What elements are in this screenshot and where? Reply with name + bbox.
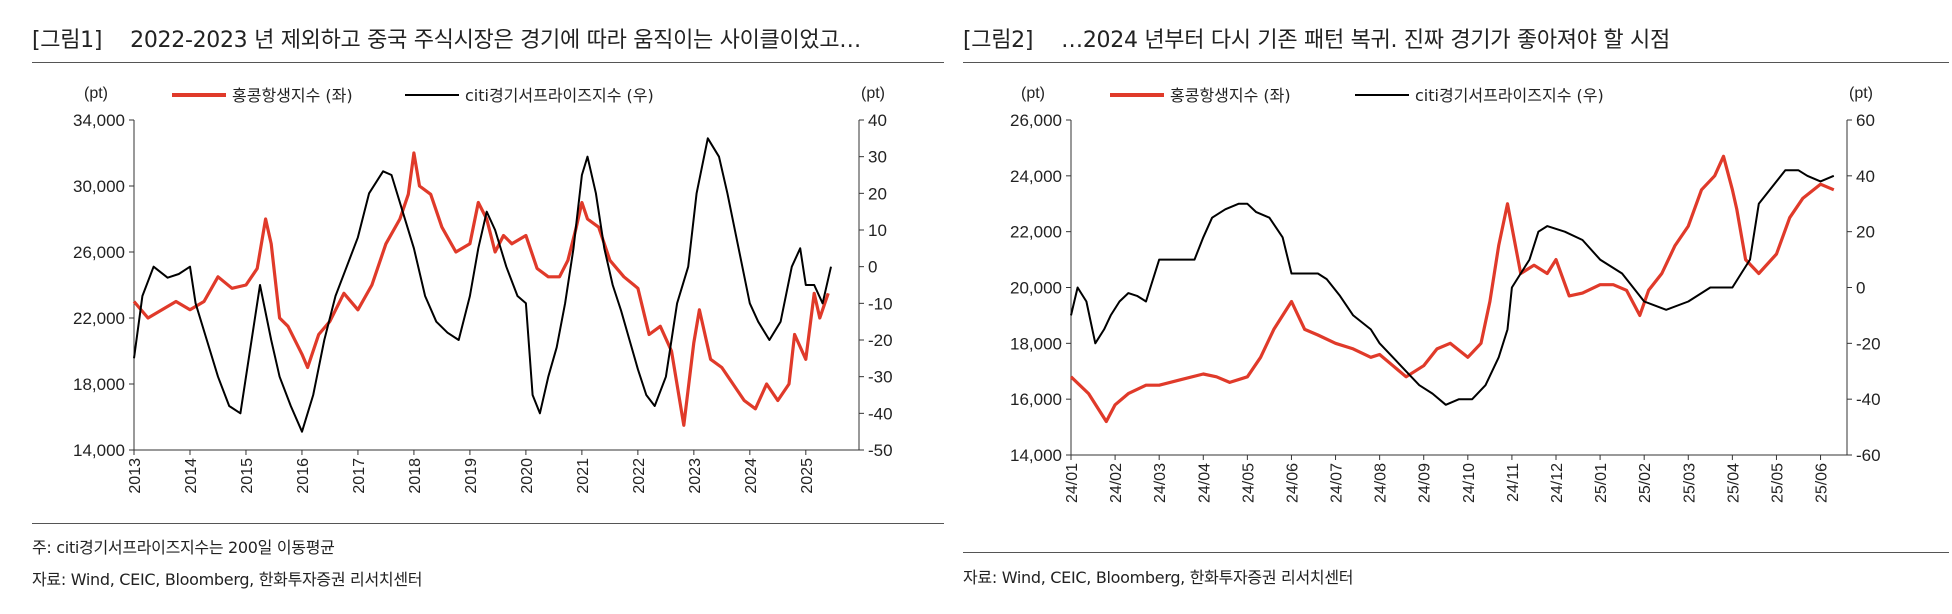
figure-1-bottom-rule [32, 523, 944, 524]
right-axis-unit: (pt) [1849, 85, 1873, 102]
citi-surprise-series-line [133, 137, 832, 433]
left-tick-label: 18,000 [1010, 334, 1062, 353]
x-tick-label: 24/06 [1284, 463, 1301, 503]
right-tick-label: -30 [868, 368, 893, 387]
x-tick-label: 25/02 [1637, 463, 1654, 503]
x-tick-label: 2021 [575, 458, 592, 494]
x-tick-label: 2015 [239, 458, 256, 494]
x-tick-label: 25/06 [1814, 463, 1831, 503]
figure-1-title: [그림1] 2022-2023 년 제외하고 중국 주식시장은 경기에 따라 움직… [32, 22, 861, 54]
x-tick-label: 24/09 [1417, 463, 1434, 503]
x-tick-label: 24/04 [1196, 463, 1213, 503]
right-tick-label: -50 [868, 441, 893, 460]
x-tick-label: 2020 [519, 458, 536, 494]
figure-2-chart: 14,000 16,000 18,000 20,000 22,000 24,000 26,0… [1010, 85, 1881, 503]
x-tick-label: 24/11 [1505, 463, 1522, 502]
left-axis-unit: (pt) [1021, 85, 1045, 102]
figure-2-title-text: …2024 년부터 다시 기존 패턴 복귀. 진짜 경기가 좋아져야 할 시점 [1061, 28, 1670, 53]
left-tick-label: 22,000 [73, 309, 125, 328]
x-tick-label: 25/05 [1769, 463, 1786, 503]
right-tick-label: 30 [868, 148, 887, 167]
citi-surprise-series-line [1070, 169, 1835, 406]
right-tick-label: 0 [1856, 279, 1865, 298]
x-tick-label: 2022 [631, 458, 648, 494]
x-tick-label: 24/03 [1152, 463, 1169, 503]
legend-hsi-label: 홍콩항생지수 (좌) [1170, 86, 1291, 105]
figure-2-source: 자료: Wind, CEIC, Bloomberg, 한화투자증권 리서치센터 [963, 568, 1354, 587]
left-tick-label: 26,000 [73, 243, 125, 262]
figure-2-top-rule [963, 62, 1949, 63]
x-tick-label: 2013 [127, 458, 144, 494]
right-axis-unit: (pt) [861, 85, 885, 102]
figure-1-top-rule [32, 62, 944, 63]
figure-2-bottom-rule [963, 552, 1949, 553]
right-tick-label: -20 [1856, 334, 1881, 353]
right-tick-label: 60 [1856, 111, 1875, 130]
figure-2-title: [그림2] …2024 년부터 다시 기존 패턴 복귀. 진짜 경기가 좋아져야 … [963, 22, 1670, 54]
legend-citi-label: citi경기서프라이즈지수 (우) [1415, 86, 1604, 105]
x-tick-label: 2017 [351, 458, 368, 494]
right-tick-label: 20 [1856, 223, 1875, 242]
right-tick-label: -60 [1856, 446, 1881, 465]
x-tick-label: 24/05 [1240, 463, 1257, 503]
left-tick-label: 16,000 [1010, 390, 1062, 409]
x-tick-label: 24/01 [1064, 463, 1081, 503]
left-tick-label: 26,000 [1010, 111, 1062, 130]
left-tick-label: 14,000 [73, 441, 125, 460]
figure-1: [그림1] 2022-2023 년 제외하고 중국 주식시장은 경기에 따라 움직… [0, 0, 950, 614]
right-tick-label: 0 [868, 258, 877, 277]
hsi-series-line [132, 151, 830, 427]
x-tick-label: 2016 [295, 458, 312, 494]
figure-1-title-text: 2022-2023 년 제외하고 중국 주식시장은 경기에 따라 움직이는 사이… [130, 28, 861, 53]
right-tick-label: -10 [868, 294, 893, 313]
x-tick-label: 25/04 [1725, 463, 1742, 503]
x-tick-label: 24/07 [1329, 463, 1346, 503]
x-tick-label: 2025 [799, 458, 816, 494]
right-tick-label: 40 [868, 111, 887, 130]
right-tick-label: -20 [868, 331, 893, 350]
x-tick-label: 25/01 [1593, 463, 1610, 503]
x-tick-label: 2018 [407, 458, 424, 494]
right-tick-label: -40 [1856, 390, 1881, 409]
left-tick-label: 22,000 [1010, 223, 1062, 242]
x-tick-label: 2014 [183, 458, 200, 494]
x-tick-label: 2024 [743, 458, 760, 494]
figure-1-source: 자료: Wind, CEIC, Bloomberg, 한화투자증권 리서치센터 [32, 570, 423, 589]
figure-1-label: [그림1] [32, 28, 103, 53]
left-axis-unit: (pt) [84, 85, 108, 102]
left-tick-label: 30,000 [73, 177, 125, 196]
x-tick-label: 24/12 [1549, 463, 1566, 503]
left-tick-label: 14,000 [1010, 446, 1062, 465]
x-tick-label: 2023 [687, 458, 704, 494]
left-tick-label: 20,000 [1010, 279, 1062, 298]
right-tick-label: 10 [868, 221, 887, 240]
figure-1-note: 주: citi경기서프라이즈지수는 200일 이동평균 [32, 538, 335, 557]
figure-1-chart: 14,000 18,000 22,000 26,000 30,000 34,000 (pt)… [73, 85, 893, 494]
x-tick-label: 24/08 [1373, 463, 1390, 503]
hsi-series-line [1069, 154, 1835, 424]
left-tick-label: 24,000 [1010, 167, 1062, 186]
x-tick-label: 24/10 [1461, 463, 1478, 503]
legend-citi-label: citi경기서프라이즈지수 (우) [465, 86, 654, 105]
x-tick-label: 24/02 [1108, 463, 1125, 503]
figure-2-label: [그림2] [963, 28, 1034, 53]
legend-hsi-label: 홍콩항생지수 (좌) [232, 86, 353, 105]
left-tick-label: 18,000 [73, 375, 125, 394]
x-tick-label: 25/03 [1681, 463, 1698, 503]
right-tick-label: 40 [1856, 167, 1875, 186]
x-tick-label: 2019 [463, 458, 480, 494]
left-tick-label: 34,000 [73, 111, 125, 130]
right-tick-label: 20 [868, 184, 887, 203]
right-tick-label: -40 [868, 404, 893, 423]
figure-2: [그림2] …2024 년부터 다시 기존 패턴 복귀. 진짜 경기가 좋아져야 … [960, 0, 1952, 614]
